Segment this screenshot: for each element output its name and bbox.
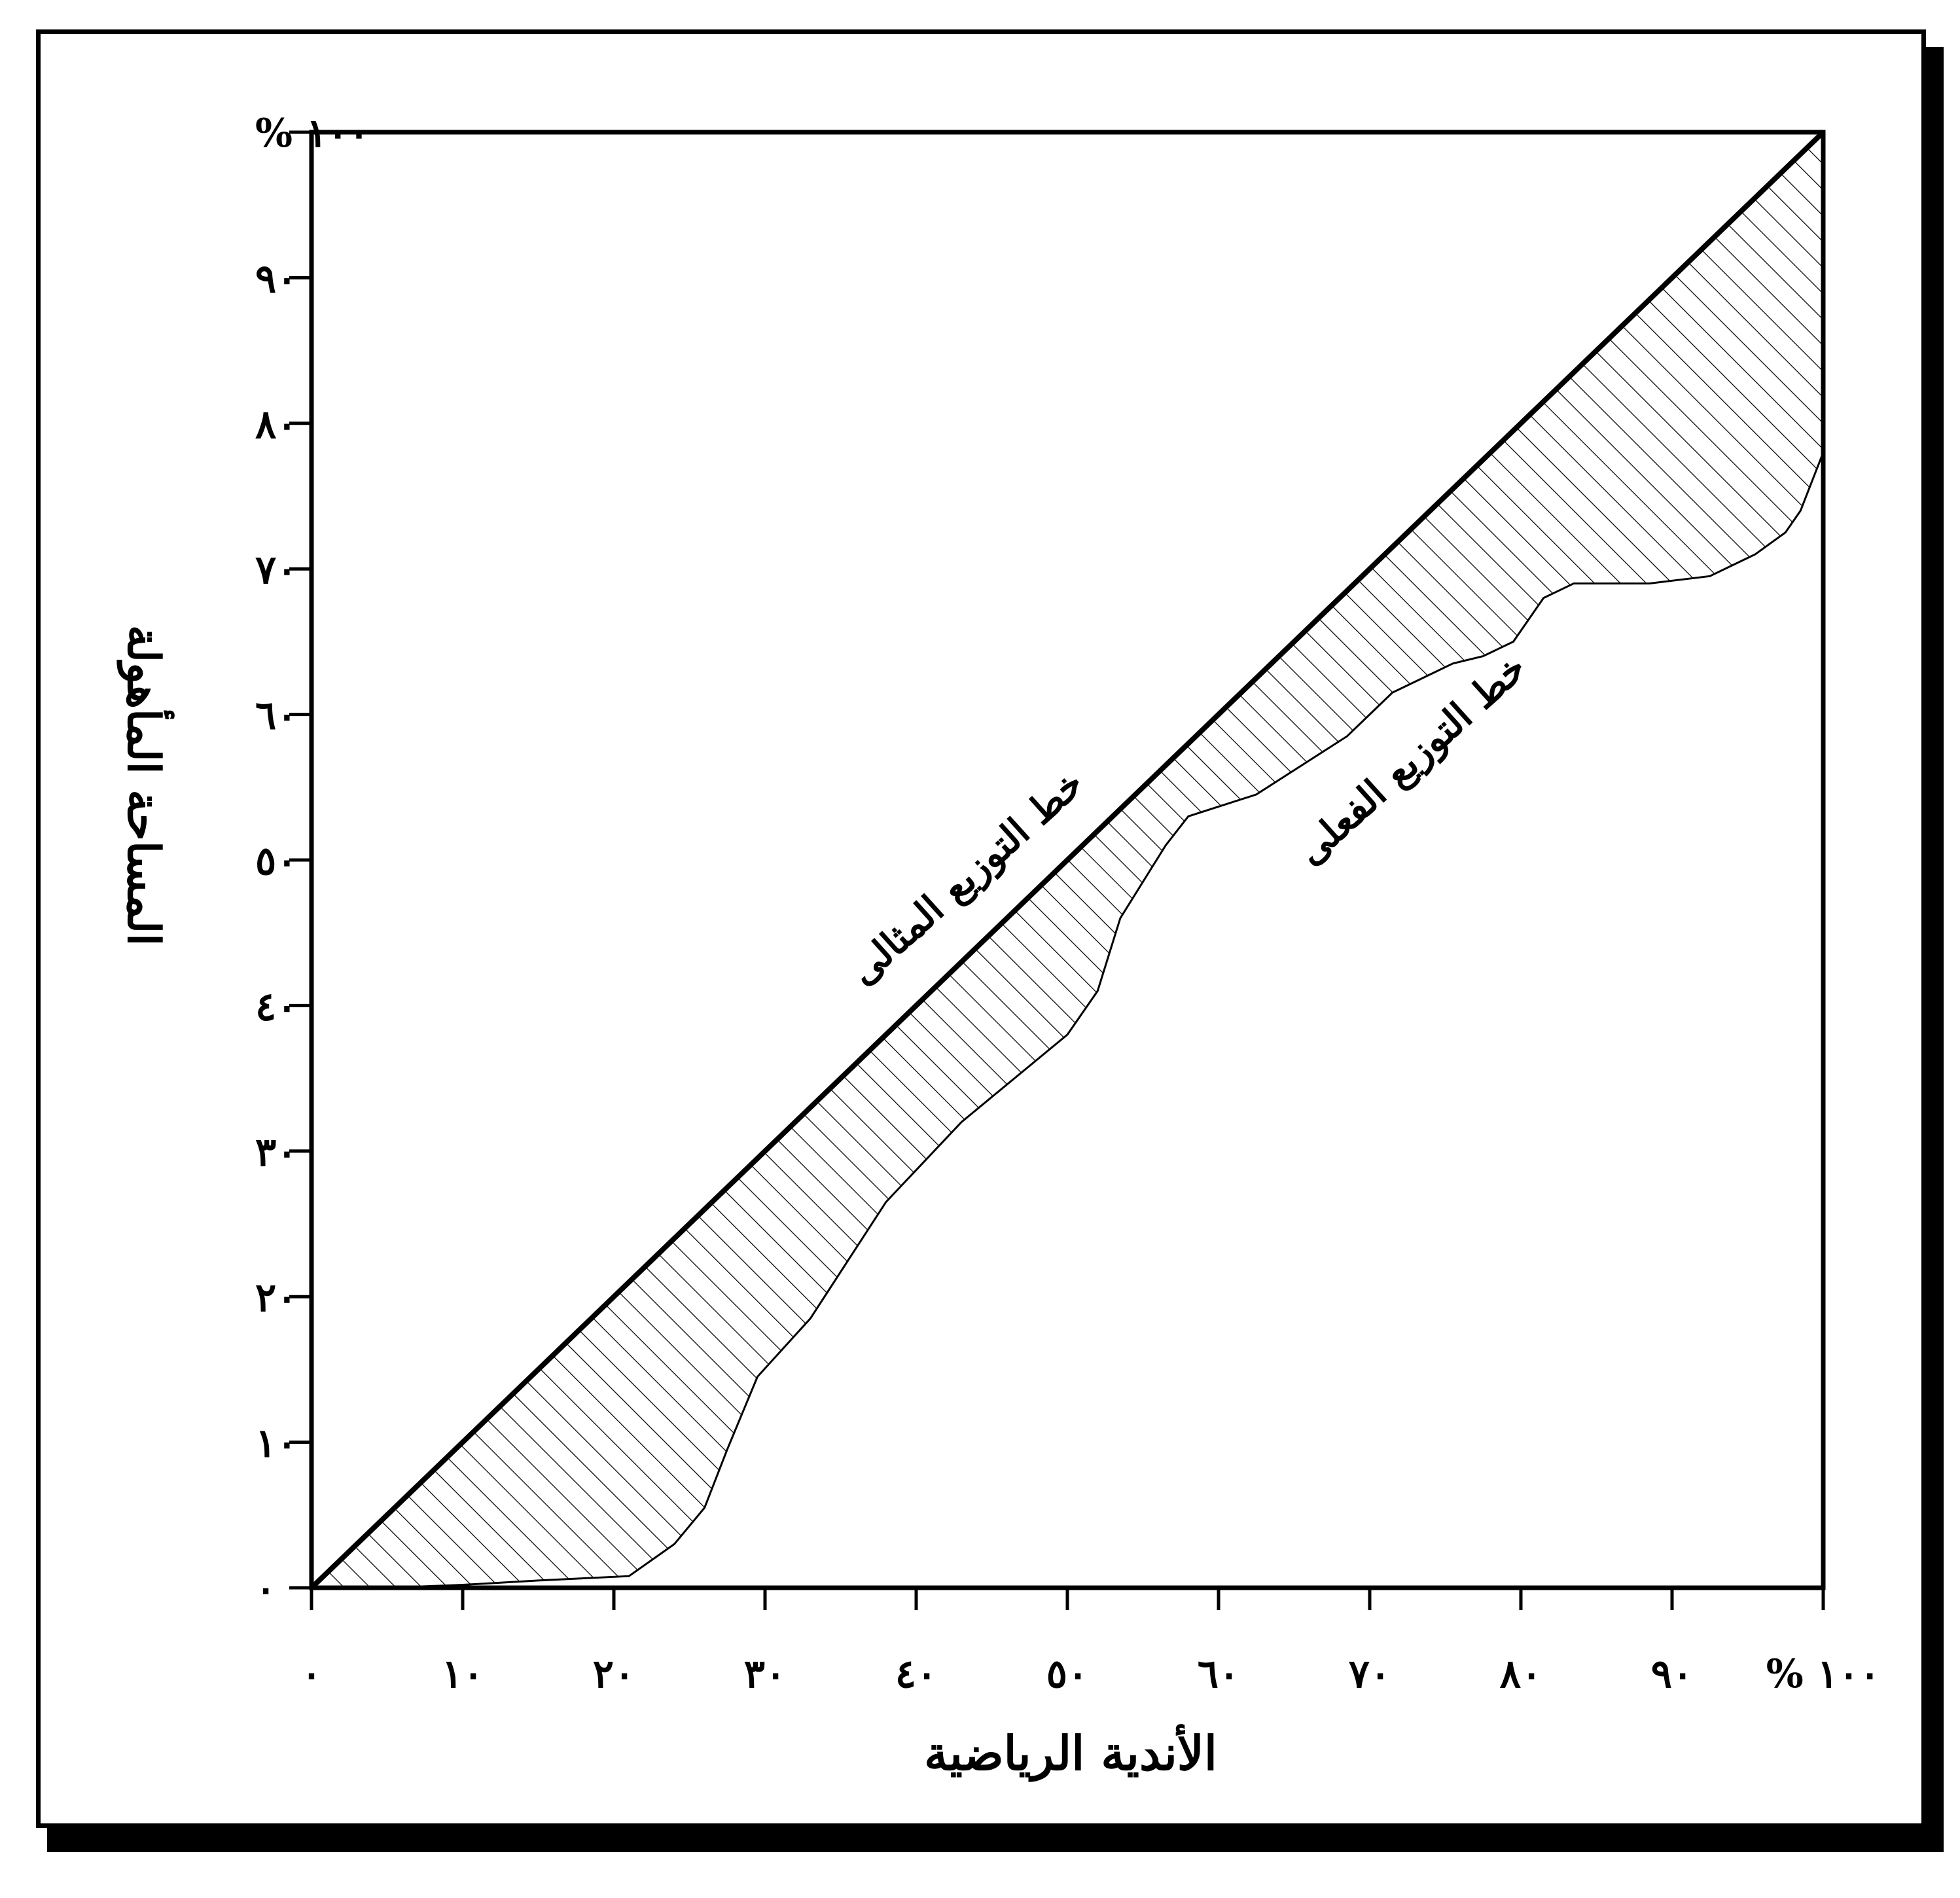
y-tick-label: ٨٠ <box>255 402 297 448</box>
y-tick-label: ٩٠ <box>255 256 297 302</box>
y-axis-ticks <box>289 130 312 1590</box>
y-axis-label: المساحة المأهولة <box>116 625 175 946</box>
x-tick-label: ٨٠ <box>1500 1651 1542 1697</box>
x-tick-label: ٧٠ <box>1349 1651 1391 1697</box>
x-tick-label: ٦٠ <box>1198 1651 1239 1697</box>
y-tick-label: ٢٠ <box>255 1275 297 1321</box>
x-tick-label: ١٠ <box>442 1651 484 1697</box>
y-tick-label: ٤٠ <box>255 984 297 1030</box>
x-axis-ticks <box>310 1588 1825 1610</box>
ideal-distribution-line <box>310 130 1825 1590</box>
chart-frame <box>36 29 1926 1828</box>
x-tick-label: ٩٠ <box>1651 1651 1693 1697</box>
x-tick-label: ٣٠ <box>744 1651 786 1697</box>
x-tick-label: ٠ <box>301 1651 322 1697</box>
y-tick-label: ٦٠ <box>255 693 297 739</box>
y-tick-label: ٠ <box>255 1566 276 1612</box>
x-tick-label: ٤٠ <box>895 1651 937 1697</box>
x-tick-label: ١٠٠ % <box>1766 1651 1881 1697</box>
y-tick-label: ١٠ <box>255 1421 297 1467</box>
y-tick-label: ١٠٠ % <box>255 111 370 156</box>
x-tick-label: ٥٠ <box>1046 1651 1088 1697</box>
x-axis-label: الأندية الرياضية <box>924 1723 1217 1782</box>
actual-distribution-line <box>312 452 1825 1589</box>
y-tick-label: ٧٠ <box>255 547 297 593</box>
x-tick-labels: ٠ ١٠ ٢٠ ٣٠ ٤٠ ٥٠ ٦٠ ٧٠ ٨٠ ٩٠ ١٠٠ % <box>301 1651 1880 1697</box>
x-tick-label: ٢٠ <box>593 1651 635 1697</box>
y-tick-label: ٣٠ <box>255 1130 297 1175</box>
y-tick-label: ٥٠ <box>255 838 297 884</box>
y-tick-labels: ٠ ١٠ ٢٠ ٣٠ ٤٠ ٥٠ ٦٠ ٧٠ ٨٠ ٩٠ ١٠٠ % <box>255 111 370 1612</box>
